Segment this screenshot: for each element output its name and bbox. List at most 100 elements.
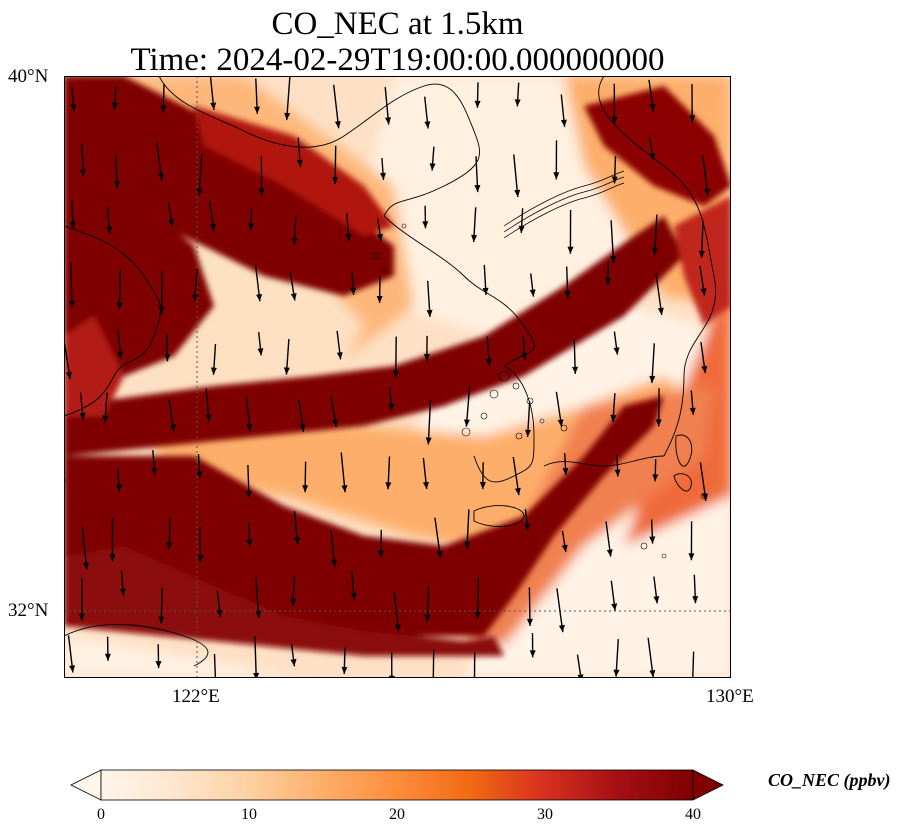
wind-arrow-head [160, 105, 167, 113]
wind-arrow-head [422, 481, 429, 490]
wind-arrow-head [394, 624, 401, 632]
wind-arrow-head [102, 415, 109, 423]
wind-arrow-head [474, 611, 481, 619]
wind-vectors [64, 76, 710, 678]
wind-arrow-head [334, 121, 341, 129]
wind-arrow-head [689, 407, 696, 415]
wind-arrow-head [525, 429, 531, 437]
wind-arrow-head [114, 180, 120, 188]
wind-arrow-head [345, 233, 352, 242]
wind-arrow-head [192, 294, 199, 302]
wind-arrow-head [514, 189, 521, 197]
wind-arrow-head [485, 358, 492, 366]
wind-arrow-head [514, 99, 521, 107]
wind-arrow-head [425, 437, 432, 445]
wind-arrow-head [378, 550, 384, 558]
wind-arrow-head [611, 603, 618, 611]
wind-arrow-head [429, 163, 436, 171]
wind-arrow-head [649, 103, 656, 112]
colorbar-extend-max [692, 769, 724, 801]
map-frame [64, 76, 731, 678]
wind-arrow-head [115, 484, 122, 492]
wind-arrow-head [553, 172, 560, 180]
wind-arrow-head [392, 370, 399, 378]
wind-arrow-head [117, 351, 124, 359]
wind-arrow-head [614, 469, 621, 477]
wind-arrow-head [424, 614, 431, 622]
wind-arrow-head [613, 669, 620, 677]
wind-arrow-head [380, 172, 386, 180]
wind-arrow-head [471, 234, 478, 242]
wind-arrow-head [254, 106, 260, 114]
wind-arrow-head [245, 490, 252, 498]
colorbar-tick-10: 10 [241, 806, 257, 823]
wind-arrow-head [560, 119, 567, 127]
wind-arrow-head [649, 536, 656, 544]
wind-arrow-head [562, 468, 569, 476]
wind-arrow-head [376, 296, 383, 303]
wind-arrow-head [341, 666, 348, 674]
wind-arrow-head [701, 493, 708, 501]
wind-arrow-head [291, 237, 298, 246]
wind-arrow-head [698, 250, 705, 258]
wind-arrow-shaft [81, 526, 88, 570]
wind-arrow-head [246, 423, 253, 432]
wind-arrow-head [423, 354, 430, 361]
wind-arrow-head [426, 309, 433, 317]
wind-arrow-head [436, 550, 443, 558]
wind-arrow-head [521, 353, 528, 361]
wind-arrow-head [558, 624, 565, 633]
wind-arrow-head [111, 102, 118, 110]
wind-arrow-head [155, 661, 162, 669]
colorbar-gradient [100, 769, 694, 801]
colorbar-tick-40: 40 [685, 806, 701, 823]
wind-arrow-head [424, 121, 431, 129]
colorbar-tick-30: 30 [537, 806, 553, 823]
wind-arrow-head [78, 613, 85, 621]
wind-arrow-head [474, 100, 481, 108]
wind-arrow-head [652, 247, 658, 255]
wind-arrow-head [610, 414, 617, 422]
wind-arrow-head [299, 424, 306, 432]
wind-arrow-head [464, 541, 471, 549]
wind-arrow-head [613, 347, 620, 355]
wind-arrow-head [164, 354, 171, 362]
wind-arrow-head [104, 653, 111, 661]
wind-arrow-head [253, 672, 260, 678]
wind-arrow-head [197, 555, 204, 563]
map-title-line2: Time: 2024-02-29T19:00:00.000000000 [130, 42, 665, 78]
wind-arrow-head [385, 482, 392, 490]
wind-arrow-head [168, 219, 175, 227]
wind-arrow-head [116, 302, 123, 310]
wind-arrow-head [557, 419, 564, 427]
wind-arrow-head [464, 419, 470, 427]
wind-arrow-head [336, 352, 343, 360]
wind-arrow-head [657, 307, 664, 315]
wind-arrow-head [166, 542, 173, 550]
wind-arrow-head [610, 256, 617, 264]
wind-arrow-head [701, 365, 708, 374]
wind-arrow-head [257, 348, 264, 356]
colorbar-label: CO_NEC (ppbv) [768, 770, 891, 790]
wind-arrow-head [68, 300, 75, 308]
wind-arrow-head [341, 485, 348, 493]
wind-arrow-head [255, 610, 262, 618]
wind-arrow-head [332, 419, 338, 427]
wind-arrow-head [302, 485, 309, 493]
wind-arrow-head [514, 487, 521, 496]
wind-arrow-head [290, 658, 297, 667]
colorbar-tick-0: 0 [97, 806, 105, 823]
wind-arrow-head [258, 188, 265, 196]
wind-arrow-head [66, 371, 72, 380]
wind-arrow-head [350, 287, 357, 295]
wind-arrow-head [704, 188, 710, 196]
wind-arrow-head [79, 412, 86, 420]
wind-arrow-head [474, 185, 481, 193]
wind-arrow-shaft [556, 588, 564, 633]
wind-arrow-head [479, 482, 486, 490]
lon-label-130e: 130°E [706, 686, 754, 707]
co-concentration-map [64, 76, 731, 678]
wind-arrow-head [649, 153, 656, 161]
colorbar-tick-20: 20 [389, 806, 405, 823]
wind-arrow-head [169, 424, 176, 432]
